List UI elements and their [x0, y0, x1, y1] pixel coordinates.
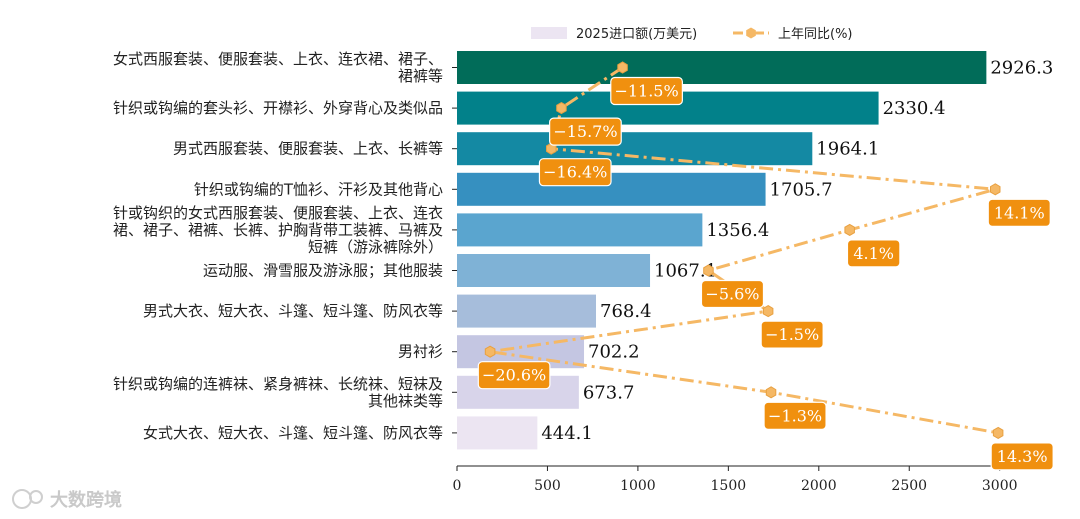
yoy-marker: [990, 183, 1001, 196]
yoy-label-box: [538, 158, 612, 187]
category-label: 针织或钩编的套头衫、开襟衫、外穿背心及类似品: [113, 99, 443, 117]
bar-value-label: 2330.4: [883, 98, 946, 119]
yoy-line-group: −11.5% −15.7% −16.4% 14.1% 4.1% −5.6% −1.5% −20…: [477, 61, 1054, 471]
bar: [457, 132, 813, 166]
bar-value-label: 1067.1: [654, 261, 717, 282]
bar-value-label: 768.4: [600, 301, 652, 322]
yoy-label: −15.7%: [553, 122, 617, 141]
legend: 2025进口额(万美元) 上年同比(%): [531, 27, 853, 42]
bar: [457, 416, 538, 450]
yoy-marker: [844, 223, 855, 236]
yoy-marker: [762, 305, 774, 318]
yoy-label: −16.4%: [543, 163, 607, 182]
bar-value-label: 444.1: [541, 423, 593, 444]
category-label: 针或钩织的女式西服套装、便服套装、上衣、连衣裙、裙子、裙裤、长裤、护胸背带工装裤…: [113, 204, 443, 256]
yoy-marker: [546, 142, 557, 155]
x-tick-label: 1000: [620, 478, 656, 494]
x-tick-label: 2000: [801, 478, 837, 494]
yoy-label: −5.6%: [705, 285, 759, 304]
yoy-label: −20.6%: [482, 366, 546, 385]
x-tick-label: 3000: [982, 478, 1018, 494]
yoy-label: −1.3%: [768, 406, 822, 425]
yoy-label: 14.1%: [994, 203, 1045, 222]
bar: [457, 213, 703, 247]
yoy-label-box: [990, 442, 1054, 471]
yoy-label: 14.3%: [997, 447, 1048, 466]
x-tick-label: 0: [453, 478, 462, 494]
yoy-marker: [765, 386, 777, 399]
yoy-label-box: [610, 76, 683, 106]
yoy-label-box: [549, 117, 622, 146]
yoy-marker: [484, 345, 496, 358]
watermark-logo-icon: [12, 489, 32, 509]
legend-label-bars: 2025进口额(万美元): [576, 27, 697, 42]
bar-value-label: 1705.7: [770, 179, 833, 200]
bar-value-label: 2926.3: [990, 58, 1053, 79]
x-axis: 0 500 1000 1500 2000 2500 3000: [452, 67, 1035, 494]
x-tick-label: 1500: [711, 478, 747, 494]
yoy-label: 4.1%: [853, 244, 894, 263]
category-label: 男式西服套装、便服套装、上衣、长裤等: [173, 140, 443, 158]
yoy-label-box: [477, 361, 551, 390]
yoy-label: −1.5%: [765, 325, 819, 344]
category-labels: 女式西服套装、便服套装、上衣、连衣裙、裙子、裙裤等针织或钩编的套头衫、开襟衫、外…: [113, 50, 443, 442]
category-label: 男式大衣、短大衣、斗篷、短斗篷、防风衣等: [143, 302, 443, 320]
category-label: 男衬衫: [398, 343, 443, 361]
yoy-label-box: [846, 239, 901, 268]
category-label: 针织或钩编的T恤衫、汗衫及其他背心: [194, 180, 443, 198]
x-tick-label: 500: [534, 478, 561, 494]
bar: [457, 294, 597, 328]
legend-label-line: 上年同比(%): [778, 27, 853, 42]
legend-marker: [746, 27, 756, 39]
category-label: 运动服、滑雪服及游泳服；其他服装: [203, 262, 443, 280]
bar-value-label: 702.2: [588, 342, 640, 363]
watermark-text: 大数跨境: [50, 489, 122, 511]
yoy-marker: [556, 102, 567, 115]
yoy-label-box: [987, 198, 1051, 227]
yoy-marker: [617, 61, 628, 74]
yoy-label-box: [763, 401, 827, 430]
bar-value-label: 1964.1: [816, 139, 879, 160]
bar-value-label: 673.7: [583, 382, 635, 403]
category-label: 女式大衣、短大衣、斗篷、短斗篷、防风衣等: [143, 424, 443, 442]
yoy-label-box: [760, 320, 824, 349]
bar-value-label: 1356.4: [706, 220, 769, 241]
category-label: 针织或钩编的连裤袜、紧身裤袜、长统袜、短袜及其他袜类等: [113, 375, 443, 410]
x-tick-label: 2500: [891, 478, 927, 494]
watermark-logo-icon: [29, 490, 43, 504]
bar: [457, 51, 987, 84]
bar: [457, 254, 651, 287]
yoy-marker: [992, 426, 1004, 439]
yoy-marker: [703, 264, 714, 277]
legend-swatch-bars: [531, 27, 567, 39]
category-label: 女式西服套装、便服套装、上衣、连衣裙、裙子、裙裤等: [113, 50, 443, 85]
watermark: 大数跨境: [12, 489, 122, 511]
yoy-label-box: [700, 279, 765, 309]
yoy-label: −11.5%: [614, 82, 678, 101]
